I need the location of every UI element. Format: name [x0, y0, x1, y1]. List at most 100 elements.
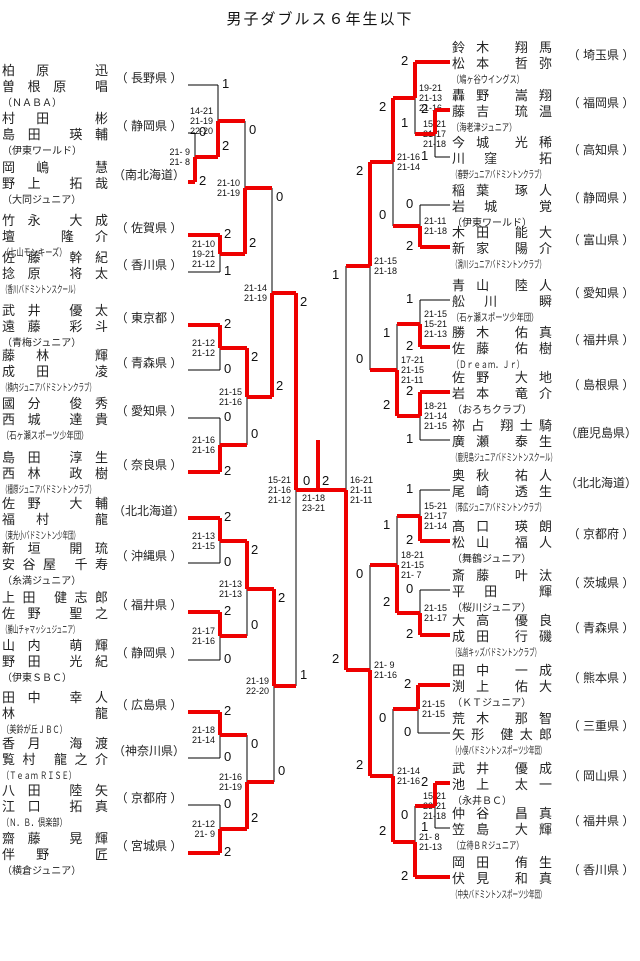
result-digit: 0 [379, 710, 387, 725]
result-digit: 1 [383, 325, 391, 340]
club-label: （Ｎ．Ｂ．倶楽部） [2, 818, 67, 829]
game-score: 21-19 [216, 188, 240, 198]
result-digit: 2 [383, 594, 391, 609]
prefecture-label: （北北海道） [564, 476, 637, 490]
game-score: 21-13 [218, 589, 242, 599]
match-score: 21-13 21-15 [183, 531, 215, 551]
prefecture-label: （ 福井県 ） [567, 333, 635, 347]
prefecture-label: （ 福井県 ） [567, 814, 635, 828]
game-score: 21-18 [302, 493, 326, 503]
prefecture-label: （ 茨城県 ） [567, 576, 635, 590]
result-digit: 2 [356, 757, 364, 772]
result-digit: 2 [224, 316, 232, 331]
game-score: 22-20 [189, 126, 213, 136]
game-score: 21-15 [218, 387, 242, 397]
prefecture-label: （ 東京都 ） [115, 311, 183, 325]
game-score: 21-15 [424, 421, 448, 431]
result-digit: 2 [251, 542, 259, 557]
prefecture-label: （ 静岡県 ） [115, 119, 183, 133]
game-score: 21-13 [218, 579, 242, 589]
result-digit: 1 [401, 115, 409, 130]
prefecture-label: （ 福岡県 ） [567, 96, 635, 110]
club-label: （永井ＢＣ） [452, 796, 512, 807]
game-score: 21-16 [267, 485, 291, 495]
prefecture-label: （ 京都府 ） [567, 527, 635, 541]
game-score: 21-15 [424, 309, 448, 319]
game-score: 21-14 [191, 735, 215, 745]
prefecture-label: （ 熊本県 ） [567, 671, 635, 685]
result-digit: 2 [406, 532, 414, 547]
match-score: 17-21 21-15 21-11 [401, 355, 424, 385]
prefecture-label: （ 沖縄県 ） [115, 549, 183, 563]
player1-name: 岡嶋 慧 [2, 160, 108, 175]
club-label: （大同ジュニア） [2, 195, 82, 206]
prefecture-label: （ 香川県 ） [567, 863, 635, 877]
club-label: （東光小バドミントン少年団） [2, 531, 80, 542]
prefecture-label: （ 愛知県 ） [567, 286, 635, 300]
game-score: 21- 9 [374, 660, 395, 670]
player2-name: 岩本 竜介 [452, 386, 552, 401]
club-label: （海老津ジュニア） [452, 123, 517, 134]
match-score: 21-13 21-13 [210, 579, 242, 599]
player1-name: 香月 海渡 [2, 736, 108, 751]
game-score: 21-16 [218, 772, 242, 782]
result-digit: 0 [251, 617, 259, 632]
game-score: 21-16 [191, 435, 215, 445]
game-score: 16-21 [350, 475, 374, 485]
prefecture-label: （ 三重県 ） [567, 719, 635, 733]
game-score: 21-12 [191, 259, 215, 269]
player1-name: 田中 一成 [452, 663, 552, 678]
result-digit: 1 [421, 819, 429, 834]
game-score: 21-14 [424, 521, 448, 531]
club-label: （香川バドミントンスクール） [2, 285, 80, 296]
club-label: （橿原ジュニアバドミントンクラブ） [2, 485, 96, 496]
game-score: 21- 9 [169, 147, 190, 157]
game-score: 21-16 [191, 445, 215, 455]
game-score: 21-12 [191, 338, 215, 348]
prefecture-label: （ 長野県 ） [115, 71, 183, 85]
game-score: 15-21 [424, 501, 448, 511]
game-score: 21-19 [189, 116, 213, 126]
match-score: 21-15 15-21 21-13 [424, 309, 447, 339]
club-label: （青梅ジュニア） [2, 338, 82, 349]
prefecture-label: （ 広島県 ） [115, 698, 183, 712]
player1-name: 佐野 大地 [452, 370, 552, 385]
result-digit: 2 [406, 383, 414, 398]
result-digit: 2 [224, 703, 232, 718]
player2-name: 矢形 健太郎 [452, 727, 552, 742]
game-score: 17-21 [401, 355, 425, 365]
player2-name: 成田 凌 [2, 364, 108, 379]
result-digit: 1 [406, 291, 414, 306]
match-score: 21-10 19-21 21-12 [183, 239, 215, 269]
prefecture-label: （鹿児島県） [564, 426, 637, 440]
player1-name: 柏原 迅 [2, 63, 108, 78]
game-score: 21-15 [422, 699, 446, 709]
player2-name: 佐野 聖之 [2, 606, 108, 621]
game-score: 21-16 [191, 636, 215, 646]
player1-name: 上田 健志郎 [2, 590, 108, 605]
game-score: 19-21 [419, 83, 443, 93]
result-digit: 1 [222, 76, 230, 91]
game-score: 18-21 [401, 550, 425, 560]
match-score: 21-15 21-16 [210, 387, 242, 407]
result-digit: 2 [224, 603, 232, 618]
result-digit: 0 [251, 736, 259, 751]
prefecture-label: （ 宮城県 ） [115, 839, 183, 853]
match-score: 21-17 21-16 [183, 626, 215, 646]
game-score: 21-15 [374, 256, 398, 266]
club-label: （伊東ワールド） [2, 146, 82, 157]
result-digit: 2 [332, 651, 340, 666]
club-label: （横倉ジュニア） [2, 866, 82, 877]
final-result-left: 0 [303, 473, 311, 488]
game-score: 21-12 [191, 819, 215, 829]
result-digit: 2 [222, 138, 230, 153]
player2-name: 藤吉 琉温 [452, 104, 552, 119]
result-digit: 2 [278, 590, 286, 605]
result-digit: 0 [276, 189, 284, 204]
prefecture-label: （ 青森県 ） [567, 621, 635, 635]
prefecture-label: （ 奈良県 ） [115, 458, 183, 472]
game-score: 21-15 [401, 560, 425, 570]
match-score: 18-21 21-15 21- 7 [401, 550, 424, 580]
result-digit: 0 [406, 581, 414, 596]
match-score: 21-15 21-17 [424, 603, 447, 623]
